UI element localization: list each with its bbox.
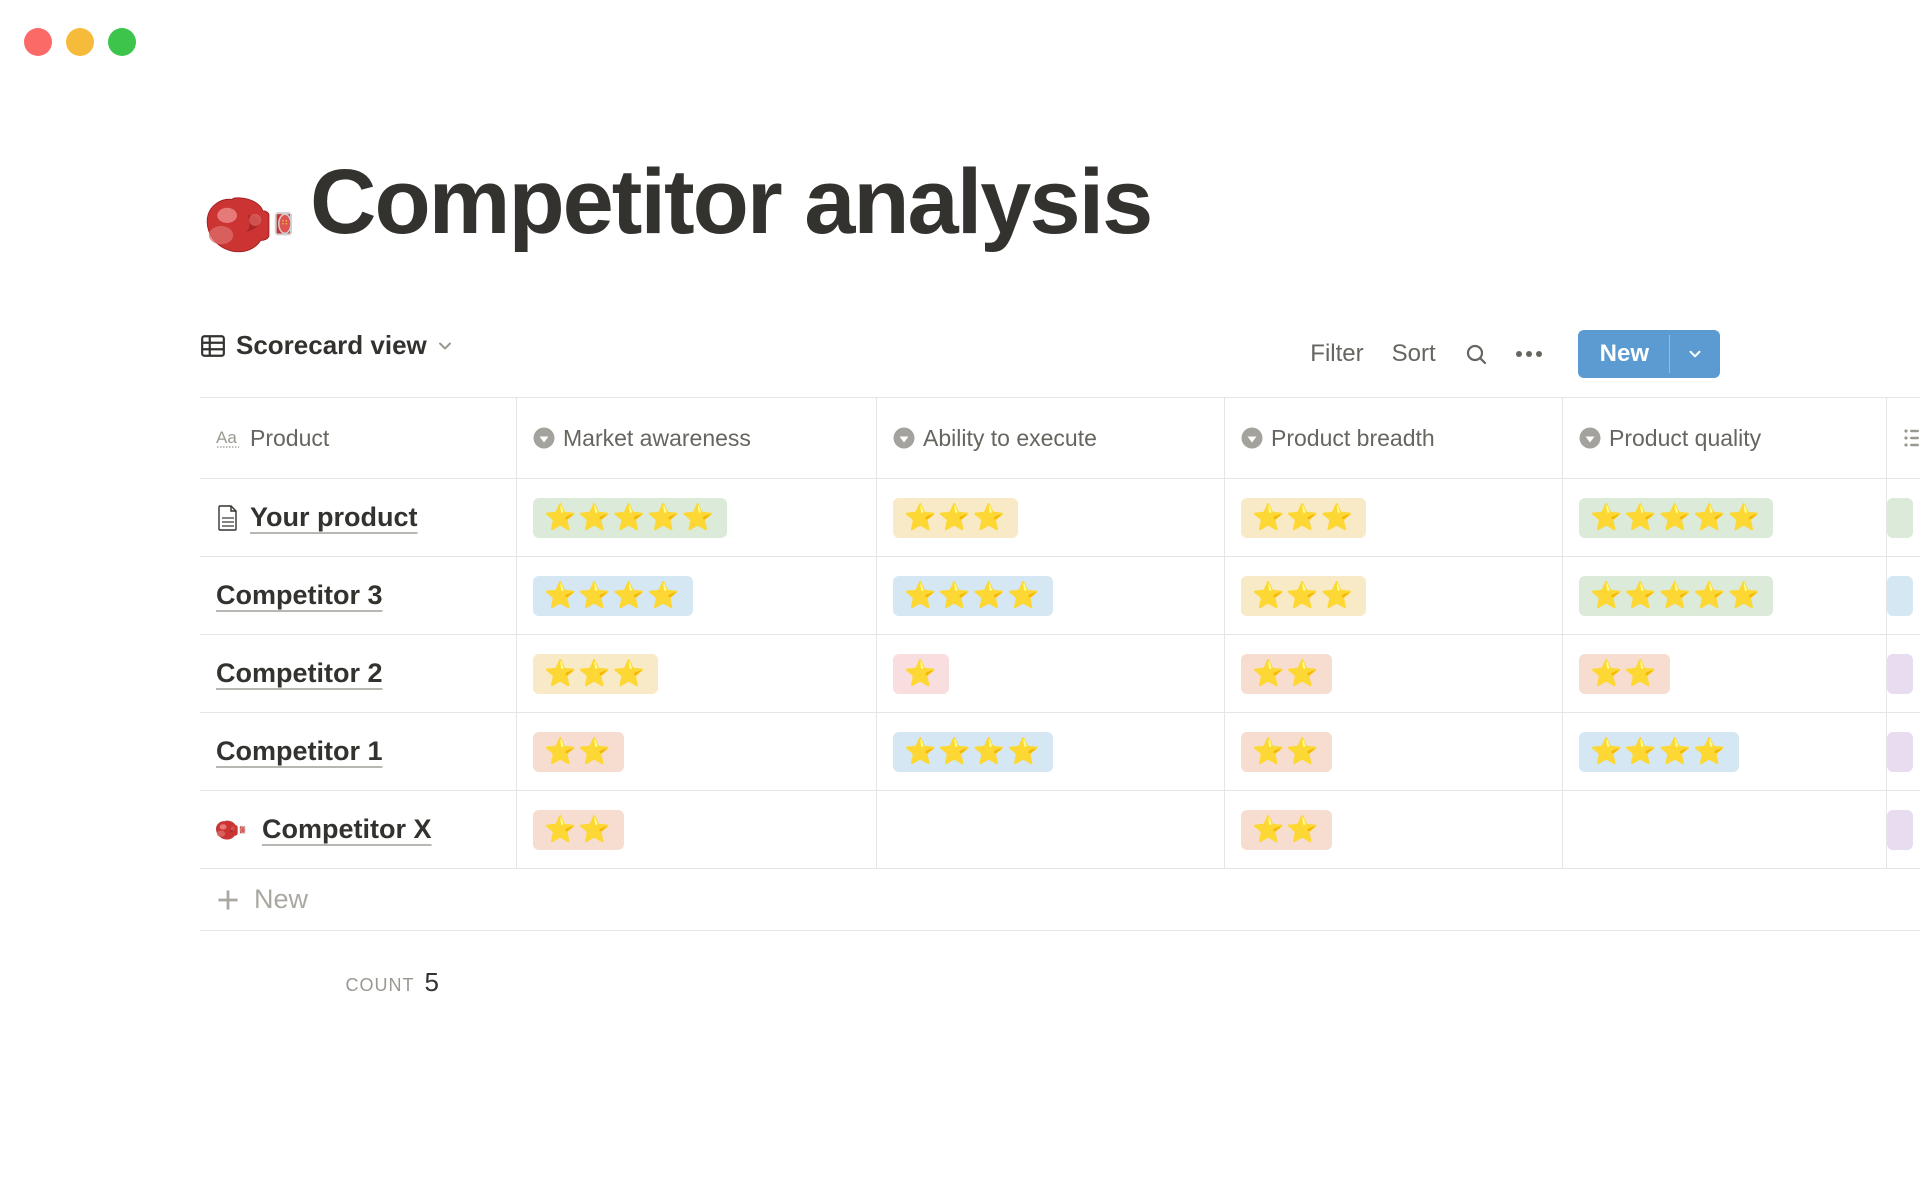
svg-text:Aa: Aa xyxy=(216,428,237,447)
